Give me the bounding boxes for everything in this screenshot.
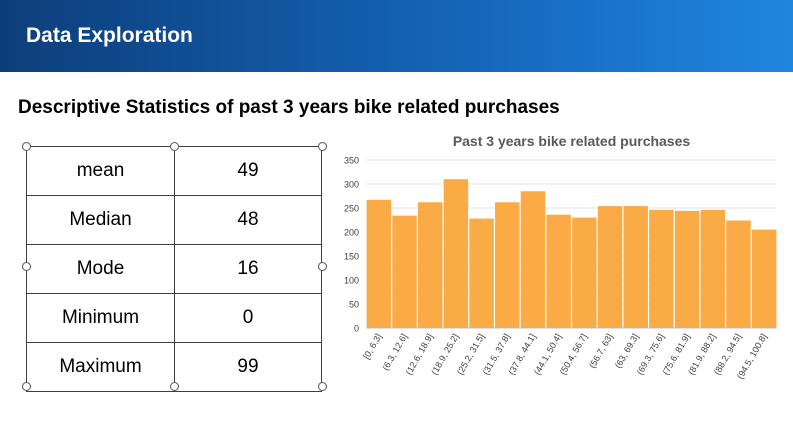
stat-label: Mode [26, 244, 175, 294]
stat-label: Minimum [26, 293, 175, 343]
y-tick-label: 350 [344, 156, 359, 166]
resize-handle-bottom-right[interactable] [318, 382, 327, 391]
histogram-bar [443, 179, 469, 328]
histogram-bar [546, 214, 571, 328]
section-title: Descriptive Statistics of past 3 years b… [18, 97, 560, 118]
page-title: Data Exploration [26, 24, 193, 47]
histogram-bar [572, 217, 597, 328]
histogram-bar [674, 210, 700, 328]
stats-row: Maximum 99 [26, 342, 322, 392]
stat-value: 48 [174, 195, 322, 245]
histogram-bar [623, 206, 648, 328]
histogram-bar [726, 220, 751, 328]
stat-label: Maximum [26, 342, 175, 392]
stat-value: 16 [174, 244, 322, 294]
stats-row: Median 48 [26, 195, 322, 245]
stat-label: Median [26, 195, 175, 245]
resize-handle-right[interactable] [318, 262, 327, 271]
stat-value: 0 [174, 293, 322, 343]
stats-table-container[interactable]: mean 49 Median 48 Mode 16 Minimum 0 Maxi… [22, 142, 327, 392]
y-tick-label: 200 [344, 228, 359, 238]
y-tick-label: 100 [344, 276, 359, 286]
y-tick-label: 150 [344, 252, 359, 262]
resize-handle-top-right[interactable] [318, 142, 327, 151]
resize-handle-top-left[interactable] [22, 142, 31, 151]
stat-label: mean [26, 146, 175, 196]
resize-handle-bottom[interactable] [170, 382, 179, 391]
x-tick-label: (6.3, 12.6] [380, 332, 409, 372]
stats-row: Mode 16 [26, 244, 322, 294]
histogram-bar [649, 209, 674, 328]
stats-table: mean 49 Median 48 Mode 16 Minimum 0 Maxi… [26, 146, 322, 392]
stat-value: 99 [174, 342, 322, 392]
histogram-bar [495, 202, 520, 328]
header-bar: Data Exploration [0, 0, 793, 72]
stats-row: mean 49 [26, 146, 322, 196]
resize-handle-top[interactable] [170, 142, 179, 151]
chart-title: Past 3 years bike related purchases [453, 133, 691, 149]
y-tick-label: 300 [344, 180, 359, 190]
histogram-bar [469, 218, 494, 328]
histogram-bar [751, 229, 777, 328]
y-tick-label: 250 [344, 204, 359, 214]
histogram-bar [392, 215, 417, 328]
y-tick-label: 0 [354, 324, 359, 334]
x-tick-label: (63, 69.3] [613, 332, 641, 370]
x-tick-label: [0, 6.3] [361, 332, 383, 361]
x-tick-label: (56.7, 63] [587, 332, 615, 370]
histogram-bar [520, 191, 546, 328]
histogram-bar [597, 206, 623, 328]
y-tick-label: 50 [349, 300, 359, 310]
stat-value: 49 [174, 146, 322, 196]
resize-handle-bottom-left[interactable] [22, 382, 31, 391]
resize-handle-left[interactable] [22, 262, 31, 271]
purchases-histogram: Past 3 years bike related purchases 0 50 10… [344, 133, 777, 381]
histogram-bar [417, 202, 443, 328]
histogram-bar [700, 209, 726, 328]
stats-row: Minimum 0 [26, 293, 322, 343]
histogram-bar [366, 199, 392, 328]
